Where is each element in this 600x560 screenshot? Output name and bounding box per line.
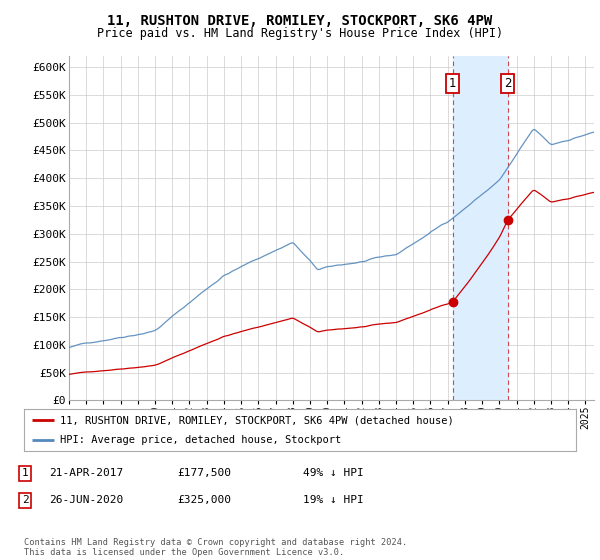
Text: 1: 1: [449, 77, 457, 90]
Text: 2: 2: [22, 495, 29, 505]
Text: £325,000: £325,000: [177, 495, 231, 505]
Text: 19% ↓ HPI: 19% ↓ HPI: [303, 495, 364, 505]
Text: HPI: Average price, detached house, Stockport: HPI: Average price, detached house, Stoc…: [60, 435, 341, 445]
Text: 1: 1: [22, 468, 29, 478]
Text: 2: 2: [504, 77, 512, 90]
Text: Price paid vs. HM Land Registry's House Price Index (HPI): Price paid vs. HM Land Registry's House …: [97, 27, 503, 40]
Text: 21-APR-2017: 21-APR-2017: [49, 468, 124, 478]
Text: 11, RUSHTON DRIVE, ROMILEY, STOCKPORT, SK6 4PW (detached house): 11, RUSHTON DRIVE, ROMILEY, STOCKPORT, S…: [60, 415, 454, 425]
Text: 11, RUSHTON DRIVE, ROMILEY, STOCKPORT, SK6 4PW: 11, RUSHTON DRIVE, ROMILEY, STOCKPORT, S…: [107, 14, 493, 28]
Text: £177,500: £177,500: [177, 468, 231, 478]
Bar: [452, 56, 508, 400]
Text: 49% ↓ HPI: 49% ↓ HPI: [303, 468, 364, 478]
Text: 26-JUN-2020: 26-JUN-2020: [49, 495, 124, 505]
Text: Contains HM Land Registry data © Crown copyright and database right 2024.
This d: Contains HM Land Registry data © Crown c…: [24, 538, 407, 557]
